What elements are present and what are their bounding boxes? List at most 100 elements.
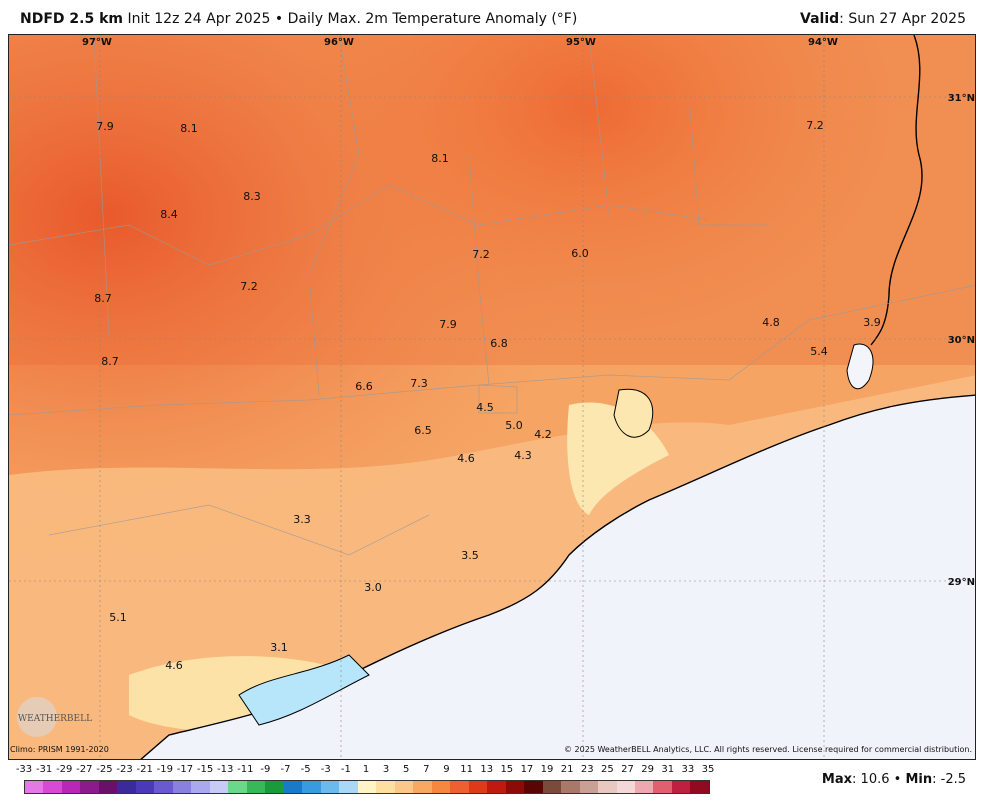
value-label: 8.4 [160, 208, 178, 221]
legend-label: 23 [580, 764, 594, 775]
legend-swatch [154, 781, 173, 793]
value-label: 3.1 [270, 641, 288, 654]
climo-note: Climo: PRISM 1991-2020 [10, 745, 109, 754]
county-lines [9, 35, 975, 556]
legend-swatch [209, 781, 229, 793]
legend-label: 25 [601, 764, 614, 775]
legend-label: -3 [320, 764, 331, 775]
value-label: 3.9 [863, 316, 881, 329]
legend-label: 31 [661, 764, 675, 775]
state-border [870, 35, 923, 346]
trinity-bay [613, 388, 654, 438]
value-labels: 7.9 8.1 8.1 7.2 8.3 8.4 7.2 6.0 8.7 7.2 … [94, 119, 881, 672]
legend-label: 27 [621, 764, 634, 775]
legend-colorbar [24, 780, 710, 794]
value-label: 7.2 [240, 280, 258, 293]
legend-swatch [302, 781, 321, 793]
value-label: 7.2 [806, 119, 824, 132]
legend-label: 7 [423, 764, 430, 775]
legend-label: -17 [176, 764, 194, 775]
legend-label: -7 [280, 764, 291, 775]
temperature-anomaly-map[interactable]: 97°W 96°W 95°W 94°W 31°N 30°N 29°N 7.9 8… [9, 35, 976, 760]
value-label: 4.5 [476, 401, 494, 414]
lon-tick-94w: 94°W [808, 37, 838, 48]
legend-label: -31 [35, 764, 53, 775]
value-label: 6.0 [571, 247, 589, 260]
legend-swatch [43, 781, 62, 793]
legend-label: -9 [260, 764, 271, 775]
header-left: NDFD 2.5 km Init 12z 24 Apr 2025 • Daily… [20, 11, 577, 27]
color-legend: -33 -31 -29 -27 -25 -23 -21 -19 -17 -15 -13 -11 -9 -7… [15, 764, 715, 804]
legend-label: 35 [701, 764, 715, 775]
legend-swatch [431, 781, 451, 793]
legend-swatch [265, 781, 284, 793]
legend-labels: -33 -31 -29 -27 -25 -23 -21 -19 -17 -15 -13 -11 -9 -7… [15, 764, 715, 778]
legend-label: 11 [460, 764, 473, 775]
value-label: 8.1 [180, 122, 198, 135]
max-label: Max [821, 772, 853, 787]
legend-label: 21 [560, 764, 574, 775]
value-label: 8.7 [94, 292, 112, 305]
legend-swatch [228, 781, 247, 793]
legend-swatch [376, 781, 395, 793]
legend-swatch [487, 781, 506, 793]
legend-label: 3 [382, 764, 390, 775]
value-label: 7.3 [410, 377, 428, 390]
header-separator: • [274, 11, 284, 27]
legend-label: 19 [540, 764, 554, 775]
legend-swatch [98, 781, 118, 793]
legend-label: -25 [96, 764, 113, 775]
legend-swatch [25, 781, 44, 793]
value-label: 4.6 [457, 452, 475, 465]
value-label: 7.2 [472, 248, 490, 261]
value-label: 6.5 [414, 424, 432, 437]
legend-label: -27 [76, 764, 93, 775]
legend-swatch [524, 781, 543, 793]
weatherbell-logo: WEATHERBELL [17, 697, 92, 737]
field-name: Daily Max. 2m Temperature Anomaly (°F) [287, 11, 578, 27]
valid-date: : Sun 27 Apr 2025 [839, 11, 966, 27]
legend-swatch [413, 781, 432, 793]
lat-tick-31n: 31°N [948, 93, 975, 104]
value-label: 7.9 [96, 120, 114, 133]
value-label: 5.1 [109, 611, 127, 624]
value-label: 4.6 [165, 659, 183, 672]
legend-swatch [542, 781, 562, 793]
legend-swatch [283, 781, 303, 793]
legend-swatch [690, 781, 709, 793]
legend-label: -11 [237, 764, 254, 775]
legend-label: -23 [116, 764, 133, 775]
legend-swatch [135, 781, 155, 793]
value-label: 3.5 [461, 549, 479, 562]
graticule [9, 35, 975, 759]
min-label: Min [905, 772, 933, 787]
legend-label: 33 [681, 764, 695, 775]
legend-label: 15 [500, 764, 514, 775]
legend-swatch [320, 781, 340, 793]
stats-separator: • [893, 772, 902, 787]
value-label: 3.0 [364, 581, 382, 594]
value-label: 8.1 [431, 152, 449, 165]
value-label: 5.0 [505, 419, 523, 432]
svg-text:WEATHERBELL: WEATHERBELL [18, 714, 92, 724]
legend-label: -19 [156, 764, 173, 775]
lon-tick-97w: 97°W [82, 37, 112, 48]
legend-label: -33 [15, 764, 33, 775]
legend-swatch [561, 781, 580, 793]
map-header: NDFD 2.5 km Init 12z 24 Apr 2025 • Daily… [0, 0, 984, 34]
legend-label: 5 [403, 764, 410, 775]
legend-swatch [191, 781, 210, 793]
legend-label: -13 [217, 764, 234, 775]
value-label: 5.4 [810, 345, 828, 358]
value-label: 8.3 [243, 190, 261, 203]
legend-swatch [394, 781, 414, 793]
legend-swatch [671, 781, 691, 793]
value-label: 4.3 [514, 449, 532, 462]
legend-label: -21 [136, 764, 153, 775]
map-panel[interactable]: 97°W 96°W 95°W 94°W 31°N 30°N 29°N 7.9 8… [8, 34, 976, 760]
valid-label: Valid [800, 11, 840, 27]
legend-swatch [246, 781, 266, 793]
legend-swatch [468, 781, 488, 793]
legend-swatch [357, 781, 377, 793]
legend-swatch [579, 781, 599, 793]
